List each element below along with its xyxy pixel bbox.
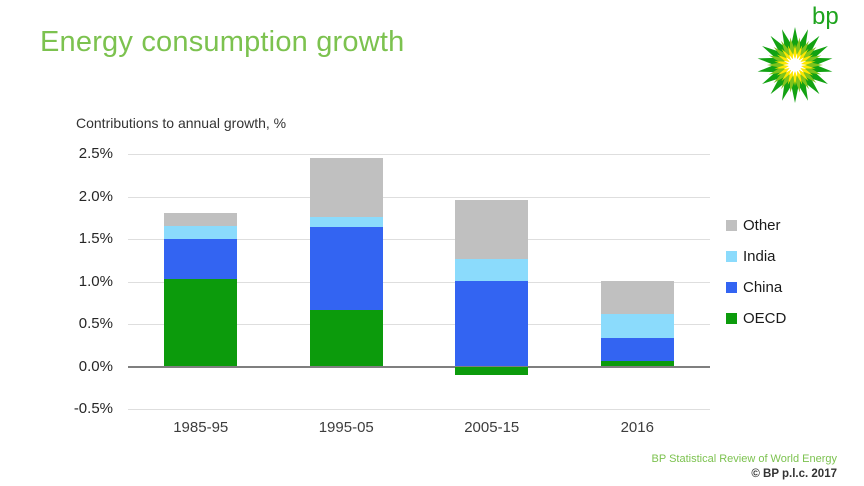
- legend-item-oecd: OECD: [726, 303, 786, 334]
- footer-source: BP Statistical Review of World Energy: [651, 453, 837, 465]
- bar-segment-other-2005-15: [455, 199, 529, 259]
- gridline: [128, 324, 710, 325]
- y-axis-labels: 2.5% 2.0% 1.5% 1.0% 0.5% 0.0% -0.5%: [40, 0, 113, 486]
- legend-label: India: [743, 248, 776, 265]
- x-axis-labels: 1985-95 1995-05 2005-15 2016: [128, 419, 710, 439]
- bar-segment-china-2005-15: [455, 280, 529, 367]
- gridline: [128, 239, 710, 240]
- bp-logo: bp: [748, 0, 860, 112]
- bar-segment-other-1985-95: [164, 212, 238, 227]
- gridline: [128, 154, 710, 155]
- bar-segment-china-1995-05: [309, 227, 383, 310]
- legend-item-other: Other: [726, 210, 786, 241]
- footer-copyright: © BP p.l.c. 2017: [751, 468, 837, 480]
- gridline: [128, 196, 710, 198]
- bar-segment-other-1995-05: [309, 158, 383, 217]
- legend-swatch-india: [726, 251, 737, 262]
- slide-title: Energy consumption growth: [40, 26, 405, 58]
- gridline: [128, 281, 710, 283]
- bar-segment-oecd-1995-05: [309, 309, 383, 367]
- bar-segment-india-1995-05: [309, 216, 383, 228]
- legend-swatch-other: [726, 220, 737, 231]
- bar-segment-india-2005-15: [455, 258, 529, 281]
- legend-label: OECD: [743, 310, 787, 327]
- bar-segment-oecd-1985-95: [164, 278, 238, 367]
- legend-label: China: [743, 279, 783, 296]
- y-tick-label: 1.0%: [78, 272, 113, 290]
- x-tick-label-1985-95: 1985-95: [173, 419, 229, 436]
- x-axis-zero-line: [128, 365, 710, 368]
- legend-swatch-oecd: [726, 313, 737, 324]
- legend-label: Other: [743, 217, 781, 234]
- gridline: [128, 409, 710, 410]
- bar-segment-oecd-2016: [600, 361, 674, 367]
- bar-segment-india-1985-95: [164, 226, 238, 239]
- footer: BP Statistical Review of World Energy © …: [652, 452, 837, 482]
- bar-segment-other-2016: [600, 280, 674, 314]
- x-tick-label-2005-15: 2005-15: [464, 419, 520, 436]
- bar-segment-china-1985-95: [164, 239, 238, 279]
- legend-item-india: India: [726, 241, 786, 272]
- y-tick-label: 2.5%: [78, 145, 113, 162]
- plot-area: [128, 154, 710, 410]
- legend-item-china: China: [726, 272, 786, 303]
- y-tick-label: 1.5%: [78, 230, 113, 247]
- bar-segment-oecd-2005-15: [455, 366, 529, 375]
- bar-segment-china-2016: [600, 337, 674, 362]
- y-tick-label: 2.0%: [78, 187, 113, 205]
- legend-swatch-china: [726, 282, 737, 293]
- legend: Other India China OECD: [726, 210, 786, 334]
- bar-segment-india-2016: [600, 313, 674, 338]
- y-tick-label: 0.0%: [78, 357, 113, 375]
- bp-logo-text: bp: [812, 3, 839, 30]
- x-tick-label-1995-05: 1995-05: [318, 419, 374, 436]
- y-tick-label: 0.5%: [78, 315, 113, 332]
- bp-helios-icon: [757, 27, 833, 103]
- y-tick-label: -0.5%: [73, 400, 113, 417]
- x-tick-label-2016: 2016: [620, 419, 654, 436]
- chart-subtitle: Contributions to annual growth, %: [76, 115, 287, 131]
